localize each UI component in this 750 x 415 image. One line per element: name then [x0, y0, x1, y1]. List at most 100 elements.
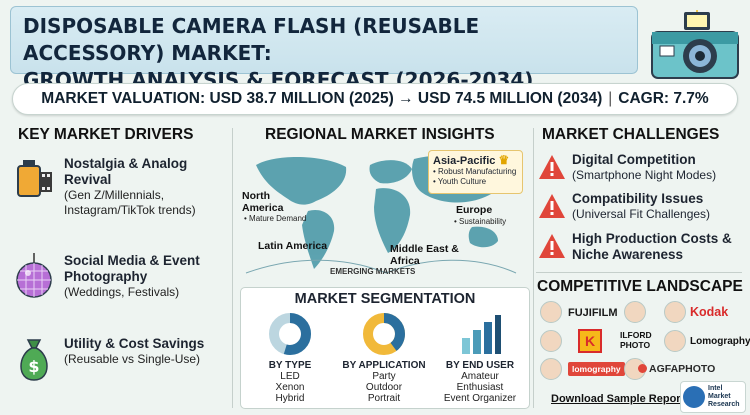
- regional-heading: REGIONAL MARKET INSIGHTS: [265, 126, 495, 143]
- agfaphoto-logo: AGFAPHOTO: [638, 363, 715, 375]
- kodak-k-logo: K: [578, 329, 602, 353]
- valuation-separator: |: [608, 90, 613, 107]
- avatar: [540, 358, 562, 380]
- driver-subtitle: Instagram/TikTok trends): [64, 203, 196, 217]
- challenge-title: Niche Awareness: [572, 247, 684, 262]
- challenge-title: High Production Costs &: [572, 231, 732, 246]
- avatar: [540, 301, 562, 323]
- driver-social-media: Social Media & Event Photography (Weddin…: [14, 253, 234, 301]
- donut-chart-icon: [363, 313, 405, 355]
- segment-item: LED: [280, 371, 300, 382]
- region-label: North: [242, 190, 270, 202]
- bar-chart-icon: [462, 315, 501, 354]
- warning-icon: [539, 194, 565, 218]
- region-label: America: [242, 202, 284, 214]
- money-bag-icon: $: [20, 339, 48, 381]
- title-banner: DISPOSABLE CAMERA FLASH (REUSABLE ACCESS…: [10, 6, 638, 92]
- region-latin-america: Latin America: [258, 240, 328, 252]
- segment-by-application: BY APPLICATION Party Outdoor Portrait: [339, 312, 429, 404]
- driver-subtitle: (Gen Z/Millennials,: [64, 188, 165, 202]
- ilford-line: ILFORD: [620, 330, 652, 340]
- driver-title: Social Media & Event: [64, 253, 200, 268]
- region-subtext: • Youth Culture: [433, 177, 487, 186]
- avatar: [664, 330, 686, 352]
- lomography-red-logo: lomography: [568, 362, 625, 376]
- segment-item: Enthusiast: [456, 382, 504, 393]
- region-middle-east-africa: Middle East & Africa: [390, 243, 459, 267]
- segment-by-type: BY TYPE LED Xenon Hybrid: [245, 312, 335, 404]
- driver-utility: $ Utility & Cost Savings (Reusable vs Si…: [14, 336, 234, 384]
- challenge-subtitle: (Universal Fit Challenges): [572, 207, 711, 221]
- segment-title: BY END USER: [445, 360, 515, 371]
- kodak-logo: Kodak: [690, 305, 729, 319]
- column-divider: [232, 128, 233, 408]
- segment-item: Event Organizer: [443, 393, 517, 404]
- disco-ball-icon: [16, 253, 52, 298]
- svg-text:$: $: [28, 357, 39, 376]
- challenge-title: Digital Competition: [572, 152, 696, 167]
- segment-item: Amateur: [461, 371, 499, 382]
- asia-pacific-label: Asia-Pacific: [433, 155, 496, 167]
- agfa-dot-icon: [638, 364, 647, 373]
- region-label: Africa: [390, 255, 420, 267]
- brand-line: Market: [708, 393, 731, 400]
- ilford-logo: ILFORD PHOTO: [620, 330, 652, 350]
- brand-line: Intel: [708, 385, 723, 392]
- agfaphoto-text: AGFAPHOTO: [649, 363, 716, 375]
- challenge-digital: Digital Competition (Smartphone Night Mo…: [538, 152, 743, 183]
- section-divider: [536, 272, 742, 273]
- avatar: [624, 301, 646, 323]
- drivers-heading: KEY MARKET DRIVERS: [18, 126, 194, 143]
- page-title: DISPOSABLE CAMERA FLASH (REUSABLE ACCESS…: [23, 13, 625, 94]
- camera-flash-icon: [651, 10, 739, 79]
- challenge-title: Compatibility Issues: [572, 191, 704, 206]
- segment-item: Xenon: [275, 382, 305, 393]
- cagr-text: CAGR: 7.7%: [618, 90, 709, 107]
- brand-line: Research: [708, 401, 740, 408]
- valuation-text: MARKET VALUATION: USD 38.7 MILLION (2025…: [41, 90, 603, 107]
- film-roll-icon: [17, 160, 52, 197]
- segment-item: Portrait: [367, 393, 401, 404]
- title-line-1: DISPOSABLE CAMERA FLASH (REUSABLE ACCESS…: [23, 14, 480, 65]
- driver-nostalgia: Nostalgia & Analog Revival (Gen Z/Millen…: [14, 156, 234, 218]
- segment-title: BY APPLICATION: [342, 360, 426, 371]
- lomography-logo: Lomography: [690, 336, 750, 347]
- challenge-subtitle: (Smartphone Night Modes): [572, 168, 717, 182]
- driver-subtitle: (Weddings, Festivals): [64, 285, 180, 299]
- region-subtext: • Mature Demand: [244, 214, 307, 223]
- driver-title: Nostalgia & Analog: [64, 156, 188, 171]
- warning-icon: [539, 234, 565, 258]
- avatar: [540, 330, 562, 352]
- region-europe: Europe: [456, 204, 493, 216]
- globe-icon: [683, 386, 705, 408]
- competitive-heading: COMPETITIVE LANDSCAPE: [537, 278, 743, 295]
- driver-title: Utility & Cost Savings: [64, 336, 205, 351]
- region-label: Middle East &: [390, 243, 459, 255]
- donut-chart-icon: [269, 313, 311, 355]
- region-label: Asia-Pacific ♛: [433, 153, 518, 167]
- avatar: [664, 301, 686, 323]
- segmentation-card: MARKET SEGMENTATION BY TYPE LED Xenon Hy…: [240, 287, 530, 409]
- challenge-compatibility: Compatibility Issues (Universal Fit Chal…: [538, 191, 743, 222]
- fujifilm-logo: FUJIFILM: [568, 307, 618, 319]
- emerging-markets-label: EMERGING MARKETS: [330, 267, 416, 276]
- segment-by-end-user: BY END USER Amateur Enthusiast Event Org…: [435, 312, 525, 404]
- segment-title: BY TYPE: [268, 360, 312, 371]
- region-subtext: • Robust Manufacturing: [433, 167, 517, 176]
- crown-icon: ♛: [498, 153, 510, 167]
- segmentation-heading: MARKET SEGMENTATION: [294, 291, 476, 307]
- segment-item: Outdoor: [365, 382, 403, 393]
- driver-title: Photography: [64, 269, 148, 284]
- region-asia-pacific: Asia-Pacific ♛ • Robust Manufacturing • …: [428, 150, 523, 194]
- region-north-america: North America: [242, 190, 283, 214]
- region-subtext: • Sustainability: [454, 217, 507, 226]
- download-sample-report-link[interactable]: Download Sample Report: [551, 393, 685, 405]
- column-divider: [533, 128, 534, 408]
- segment-item: Hybrid: [275, 393, 305, 404]
- driver-title: Revival: [64, 172, 112, 187]
- challenges-heading: MARKET CHALLENGES: [542, 126, 720, 143]
- segment-item: Party: [372, 371, 396, 382]
- driver-subtitle: (Reusable vs Single-Use): [64, 352, 201, 366]
- warning-icon: [539, 155, 565, 179]
- market-valuation-bar: MARKET VALUATION: USD 38.7 MILLION (2025…: [12, 83, 738, 115]
